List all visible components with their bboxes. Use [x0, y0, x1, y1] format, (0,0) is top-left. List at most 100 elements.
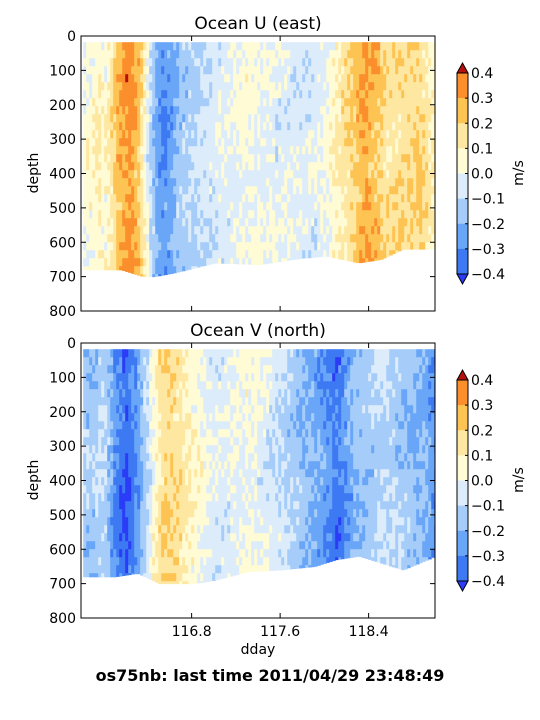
u-field-cell [407, 122, 411, 131]
v-field-cell [98, 453, 102, 462]
v-field-cell [188, 349, 192, 358]
v-field-cell [239, 509, 243, 518]
u-field-cell [344, 178, 348, 187]
u-field-cell [260, 194, 264, 203]
u-field-cell [203, 58, 207, 67]
u-field-cell [377, 170, 381, 179]
v-field-cell [239, 573, 243, 575]
v-field-cell [113, 517, 117, 526]
u-field-cell [302, 178, 306, 187]
v-field-cell [242, 541, 246, 550]
v-field-cell [86, 373, 90, 382]
u-field-cell [266, 178, 270, 187]
u-field-cell [329, 50, 333, 59]
u-field-cell [329, 106, 333, 115]
v-field-cell [230, 373, 234, 382]
v-field-cell [212, 525, 216, 534]
u-field-cell [254, 162, 258, 171]
u-field-cell [206, 250, 210, 259]
u-field-cell [197, 242, 201, 251]
u-field-cell [122, 162, 126, 171]
u-field-cell [122, 82, 126, 91]
u-field-cell [125, 58, 129, 67]
u-field-cell [164, 74, 168, 83]
u-field-cell [218, 154, 222, 163]
u-field-cell [161, 210, 165, 219]
u-field-cell [137, 106, 141, 115]
v-field-cell [167, 469, 171, 478]
u-field-cell [404, 170, 408, 179]
u-field-cell [212, 58, 216, 67]
u-field-cell [98, 258, 102, 267]
u-field-cell [158, 218, 162, 227]
v-field-cell [134, 453, 138, 462]
u-field-cell [401, 66, 405, 75]
v-field-cell [113, 509, 117, 518]
u-field-cell [305, 202, 309, 211]
u-field-cell [95, 106, 99, 115]
u-field-cell [299, 226, 303, 235]
u-field-cell [167, 58, 171, 67]
u-field-cell [245, 258, 249, 265]
u-field-cell [314, 194, 318, 203]
u-field-cell [419, 66, 423, 75]
v-field-cell [113, 565, 117, 574]
u-field-cell [383, 82, 387, 91]
u-field-cell [254, 82, 258, 91]
u-field-cell [245, 90, 249, 99]
u-field-cell [419, 74, 423, 83]
u-field-cell [386, 74, 390, 83]
u-field-cell [371, 242, 375, 251]
u-field-cell [335, 82, 339, 91]
u-field-cell [167, 202, 171, 211]
u-field-cell [290, 138, 294, 147]
u-field-cell [149, 50, 153, 59]
v-field-cell [89, 541, 93, 550]
u-field-cell [170, 66, 174, 75]
u-field-cell [407, 210, 411, 219]
u-field-cell [92, 90, 96, 99]
v-field-cell [137, 485, 141, 494]
u-field-cell [170, 90, 174, 99]
u-field-cell [380, 154, 384, 163]
u-field-cell [386, 154, 390, 163]
v-field-cell [230, 437, 234, 446]
v-field-cell [245, 445, 249, 454]
v-field-cell [230, 421, 234, 430]
v-field-cell [137, 461, 141, 470]
v-field-cell [92, 517, 96, 526]
u-field-cell [431, 98, 435, 107]
u-field-cell [380, 162, 384, 171]
u-field-cell [149, 226, 153, 235]
u-field-cell [251, 106, 255, 115]
u-field-cell [260, 218, 264, 227]
u-field-cell [266, 42, 270, 51]
u-field-cell [269, 178, 273, 187]
u-field-cell [86, 170, 90, 179]
u-field-cell [257, 186, 261, 195]
u-field-cell [350, 178, 354, 187]
v-field-cell [191, 509, 195, 518]
v-field-cell [245, 429, 249, 438]
u-field-cell [368, 106, 372, 115]
u-field-cell [422, 202, 426, 211]
u-field-cell [188, 194, 192, 203]
v-field-cell [146, 461, 150, 470]
u-field-cell [233, 42, 237, 51]
v-field-cell [101, 445, 105, 454]
v-field-cell [242, 533, 246, 542]
v-field-cell [236, 573, 240, 575]
u-field-cell [167, 250, 171, 259]
v-field-cell [92, 477, 96, 486]
u-field-cell [284, 250, 288, 259]
u-field-cell [116, 250, 120, 259]
u-field-cell [263, 170, 267, 179]
v-field-cell [227, 509, 231, 518]
u-field-cell [254, 122, 258, 131]
v-field-cell [92, 541, 96, 550]
v-field-cell [173, 533, 177, 542]
u-field-cell [311, 58, 315, 67]
u-field-cell [341, 210, 345, 219]
u-field-cell [146, 210, 150, 219]
v-field-cell [179, 357, 183, 366]
